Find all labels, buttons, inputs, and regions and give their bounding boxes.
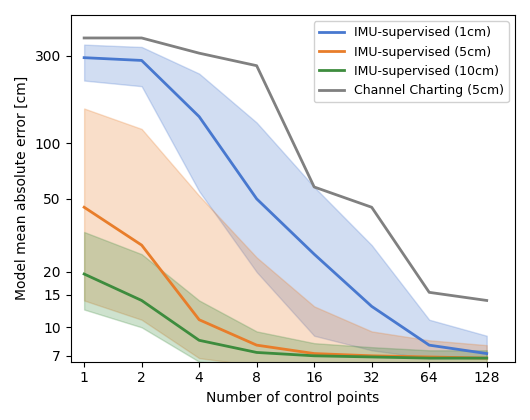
Line: IMU-supervised (5cm): IMU-supervised (5cm): [84, 207, 487, 358]
IMU-supervised (10cm): [426, 356, 432, 361]
IMU-supervised (5cm): [253, 343, 260, 348]
IMU-supervised (5cm): [196, 317, 202, 322]
IMU-supervised (1cm): [81, 55, 87, 60]
IMU-supervised (10cm): [368, 354, 375, 360]
Channel Charting (5cm): [368, 205, 375, 210]
IMU-supervised (1cm): [426, 343, 432, 348]
Channel Charting (5cm): [81, 35, 87, 40]
IMU-supervised (1cm): [483, 351, 490, 356]
IMU-supervised (1cm): [138, 58, 145, 63]
IMU-supervised (5cm): [368, 353, 375, 358]
IMU-supervised (5cm): [138, 243, 145, 248]
Channel Charting (5cm): [253, 63, 260, 68]
IMU-supervised (5cm): [426, 354, 432, 360]
Channel Charting (5cm): [426, 290, 432, 295]
IMU-supervised (5cm): [81, 205, 87, 210]
Channel Charting (5cm): [311, 184, 317, 189]
Channel Charting (5cm): [196, 51, 202, 56]
IMU-supervised (10cm): [483, 356, 490, 361]
IMU-supervised (1cm): [311, 252, 317, 257]
Channel Charting (5cm): [138, 35, 145, 40]
Channel Charting (5cm): [483, 298, 490, 303]
Line: Channel Charting (5cm): Channel Charting (5cm): [84, 38, 487, 300]
IMU-supervised (10cm): [311, 353, 317, 358]
X-axis label: Number of control points: Number of control points: [206, 391, 379, 405]
Y-axis label: Model mean absolute error [cm]: Model mean absolute error [cm]: [15, 76, 29, 300]
Line: IMU-supervised (10cm): IMU-supervised (10cm): [84, 274, 487, 358]
IMU-supervised (10cm): [196, 338, 202, 343]
IMU-supervised (10cm): [81, 271, 87, 276]
IMU-supervised (10cm): [253, 350, 260, 355]
IMU-supervised (1cm): [253, 196, 260, 201]
IMU-supervised (5cm): [483, 356, 490, 361]
IMU-supervised (1cm): [368, 304, 375, 309]
IMU-supervised (10cm): [138, 298, 145, 303]
Line: IMU-supervised (1cm): IMU-supervised (1cm): [84, 58, 487, 354]
Legend: IMU-supervised (1cm), IMU-supervised (5cm), IMU-supervised (10cm), Channel Chart: IMU-supervised (1cm), IMU-supervised (5c…: [314, 21, 509, 102]
IMU-supervised (1cm): [196, 114, 202, 119]
IMU-supervised (5cm): [311, 351, 317, 356]
